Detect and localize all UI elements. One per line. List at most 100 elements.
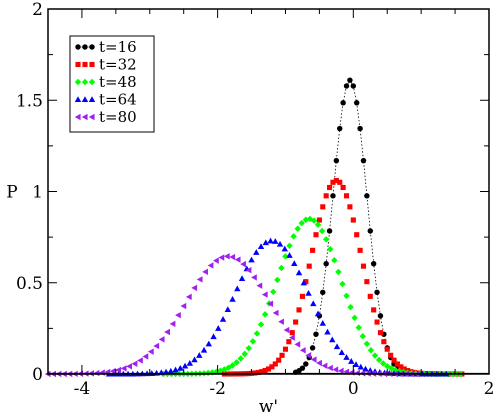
data-point xyxy=(238,275,246,281)
data-point xyxy=(200,346,208,353)
data-point xyxy=(364,193,370,199)
data-point xyxy=(335,268,342,276)
data-point xyxy=(261,311,269,318)
data-point xyxy=(99,369,105,376)
data-point xyxy=(295,269,303,276)
data-point xyxy=(381,339,387,345)
data-point xyxy=(320,289,326,296)
data-point xyxy=(293,319,299,325)
legend-marker xyxy=(74,96,82,103)
data-point xyxy=(362,365,369,372)
data-point xyxy=(300,279,307,286)
data-point xyxy=(367,346,375,354)
legend-label: t=16 xyxy=(99,38,137,56)
series-t-48 xyxy=(160,215,464,378)
data-point xyxy=(279,352,285,358)
data-point xyxy=(333,177,339,184)
data-point xyxy=(169,320,176,328)
data-point xyxy=(225,364,232,371)
data-point xyxy=(318,227,326,235)
x-tick-label: 2 xyxy=(484,379,495,399)
data-point xyxy=(374,289,380,296)
legend-label: t=64 xyxy=(99,91,137,109)
data-point xyxy=(270,288,277,296)
data-point xyxy=(240,260,246,268)
x-tick-label: -4 xyxy=(74,379,91,399)
data-point xyxy=(262,239,269,246)
data-point xyxy=(298,219,305,227)
data-point xyxy=(340,100,346,106)
data-point xyxy=(333,157,340,164)
data-point xyxy=(282,346,289,352)
data-point xyxy=(343,354,350,360)
data-point xyxy=(224,306,231,313)
data-point xyxy=(296,307,302,313)
data-point xyxy=(172,366,179,373)
legend-marker xyxy=(81,113,88,121)
data-point xyxy=(367,293,373,299)
legend-marker xyxy=(81,96,89,103)
data-point xyxy=(401,366,407,372)
data-point xyxy=(299,293,305,299)
data-point xyxy=(394,361,400,367)
data-point xyxy=(309,345,316,351)
data-point xyxy=(219,316,227,322)
data-point xyxy=(205,340,212,347)
data-point xyxy=(316,359,322,367)
data-point xyxy=(249,338,257,345)
data-point xyxy=(153,342,160,350)
data-point xyxy=(313,331,319,337)
data-point xyxy=(330,193,336,199)
data-point xyxy=(337,367,344,375)
data-point xyxy=(340,184,346,191)
data-point xyxy=(353,100,360,106)
data-point xyxy=(289,334,295,341)
data-point xyxy=(319,320,326,326)
legend-marker xyxy=(75,61,81,68)
data-point xyxy=(316,217,322,223)
data-point xyxy=(267,237,274,244)
data-point xyxy=(327,246,334,253)
data-point xyxy=(262,367,268,374)
data-point xyxy=(196,276,203,283)
data-point xyxy=(229,362,236,369)
data-point xyxy=(137,357,143,364)
data-point xyxy=(167,367,175,374)
data-point xyxy=(305,352,312,359)
data-point xyxy=(282,253,289,260)
data-point xyxy=(294,225,301,232)
y-tick-label: 2 xyxy=(32,0,43,20)
legend-item: t=80 xyxy=(74,108,137,126)
data-point xyxy=(314,310,322,317)
data-point xyxy=(305,289,312,296)
data-point xyxy=(196,352,203,358)
series-line xyxy=(295,79,439,375)
data-point xyxy=(267,300,274,307)
data-point xyxy=(186,359,193,366)
data-point xyxy=(286,242,293,249)
data-point xyxy=(281,245,288,252)
legend-marker xyxy=(82,61,88,68)
data-point xyxy=(191,284,198,292)
data-point xyxy=(347,303,354,311)
data-point xyxy=(348,358,355,364)
data-point xyxy=(286,339,292,345)
data-point xyxy=(229,295,236,302)
data-point xyxy=(324,328,331,335)
data-point xyxy=(332,366,339,373)
data-point xyxy=(278,318,284,325)
data-point xyxy=(120,365,127,372)
legend-label: t=32 xyxy=(99,56,137,74)
data-point xyxy=(237,355,244,362)
data-point xyxy=(253,330,261,337)
legend-marker xyxy=(81,78,89,86)
data-point xyxy=(371,352,379,359)
data-point xyxy=(210,333,217,340)
data-point xyxy=(354,232,360,238)
data-point xyxy=(269,364,275,370)
x-axis-label: w' xyxy=(259,397,278,415)
data-point xyxy=(180,302,187,310)
y-axis-label: P xyxy=(6,183,17,203)
data-point xyxy=(253,249,260,255)
